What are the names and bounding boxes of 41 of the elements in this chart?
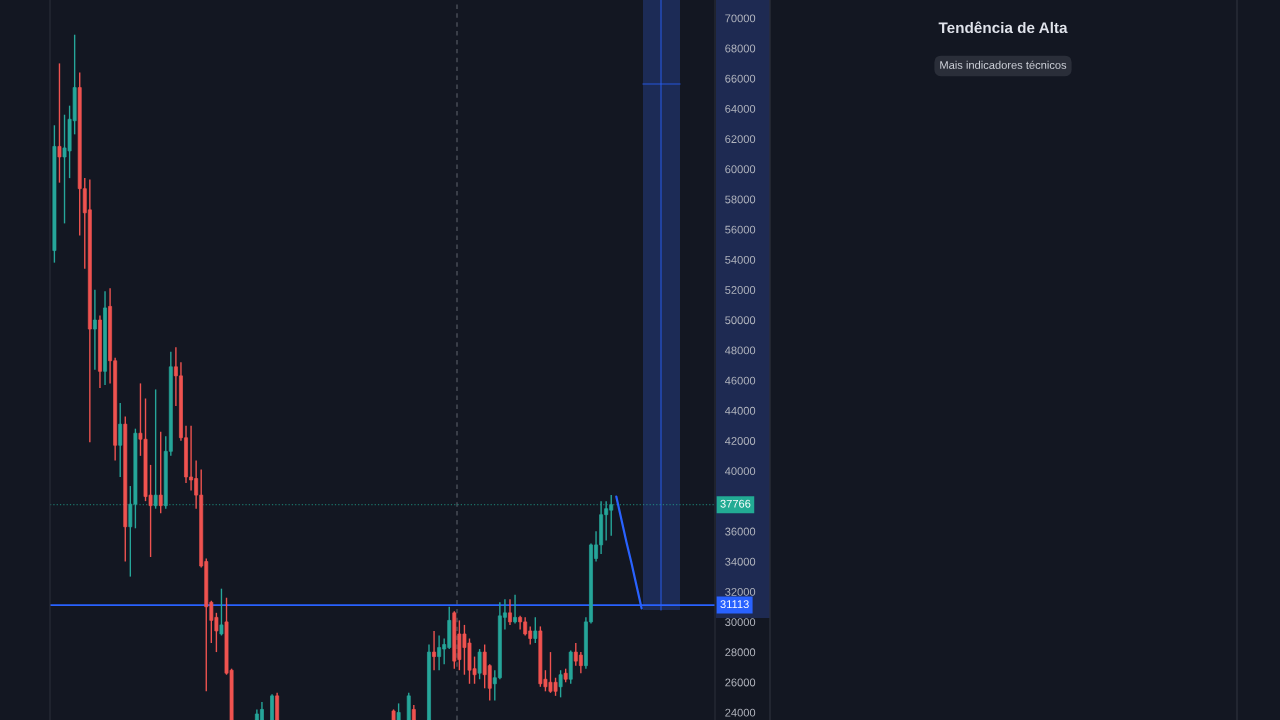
candlestick (118, 402, 123, 478)
candlestick (219, 587, 224, 637)
candlestick (508, 598, 512, 626)
y-tick-label: 62000 (725, 135, 756, 143)
y-tick-label: 70000 (725, 14, 756, 23)
candlestick (57, 62, 62, 184)
y-tick-label: 54000 (725, 255, 756, 264)
candlestick (153, 388, 158, 510)
y-tick-label: 24000 (725, 708, 756, 717)
text: Mais indicadores técnicos (940, 60, 1067, 69)
ref-line-label: 37766 (720, 499, 751, 508)
y-tick-label: 32000 (725, 587, 756, 596)
text: Tendência de Alta (938, 21, 1068, 34)
y-tick-label: 60000 (725, 165, 756, 174)
y-tick-label: 52000 (725, 286, 756, 294)
candlestick (558, 669, 563, 699)
y-tick-label: 34000 (725, 557, 756, 566)
y-tick-label: 68000 (725, 44, 756, 53)
y-tick-label: 40000 (724, 467, 756, 476)
candlestick (437, 634, 442, 671)
y-tick-label: 26000 (725, 678, 756, 687)
ref-line-label: 31113 (720, 600, 749, 609)
candlestick (432, 630, 436, 671)
y-tick-label: 44000 (724, 406, 756, 415)
candlestick (578, 651, 583, 674)
candlestick (477, 648, 482, 680)
y-tick-label: 30000 (725, 618, 756, 627)
y-tick-label: 56000 (725, 225, 756, 234)
candlestick (92, 289, 97, 371)
y-tick-label: 28000 (725, 648, 756, 657)
y-tick-label: 64000 (725, 104, 756, 113)
y-tick-label: 42000 (724, 437, 756, 445)
candlestick (158, 431, 163, 514)
y-tick-label: 58000 (725, 195, 756, 204)
y-tick-label: 36000 (725, 527, 756, 536)
y-tick-label: 46000 (724, 376, 756, 385)
y-tick-label: 50000 (725, 316, 756, 325)
candlestick (513, 594, 517, 625)
y-tick-label: 66000 (725, 74, 756, 83)
candlestick (533, 616, 538, 644)
y-tick-label: 48000 (724, 346, 756, 355)
